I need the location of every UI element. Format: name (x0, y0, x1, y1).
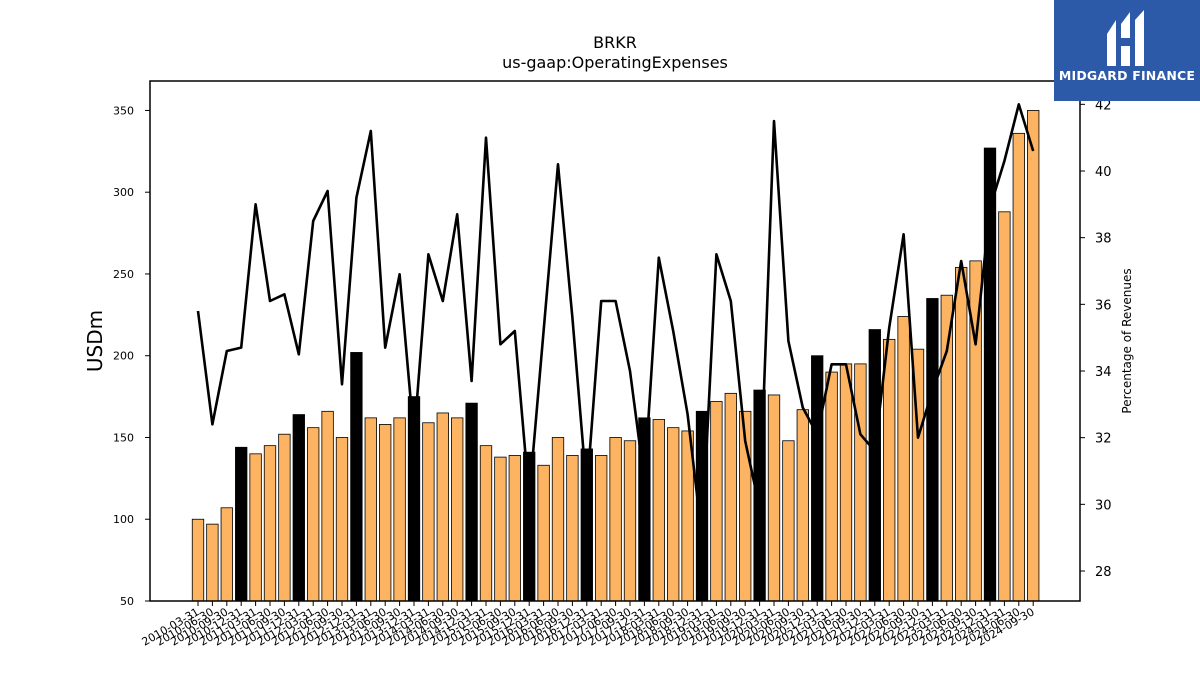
bar-2020-06-30 (782, 440, 795, 602)
bar-2024-06-30 (1012, 132, 1025, 602)
bar-2013-03-31 (364, 417, 377, 602)
y-axis-label-right: Percentage of Revenues (1120, 268, 1134, 413)
bar-2011-12-31 (292, 414, 305, 602)
plot-frame (149, 80, 1081, 602)
chart-subtitle: us-gaap:OperatingExpenses (502, 53, 728, 72)
midgard-logo-icon (1107, 10, 1144, 66)
bar-2013-06-30 (379, 423, 392, 602)
bar-2018-06-30 (667, 427, 680, 602)
y-tick-label-right: 40 (1095, 165, 1112, 180)
bar-2014-06-30 (436, 412, 449, 602)
y-tick-label-right: 30 (1095, 498, 1112, 513)
y-tick-label-right: 36 (1095, 298, 1112, 313)
bar-2016-09-30 (566, 455, 579, 602)
line-percentage-of-revenues (196, 103, 1035, 539)
bar-2018-03-31 (652, 419, 665, 602)
bar-series (191, 110, 1040, 602)
bar-2021-12-31 (868, 329, 881, 602)
bar-2021-03-31 (825, 371, 838, 602)
bar-2021-09-30 (854, 363, 867, 602)
bar-2017-09-30 (623, 440, 637, 602)
bar-2023-06-30 (955, 267, 968, 602)
y-axis-label-left: USDm (83, 310, 107, 372)
bar-2011-06-30 (263, 445, 277, 602)
bar-2014-03-31 (422, 422, 435, 602)
bar-2013-09-30 (393, 417, 406, 602)
bar-2010-03-31 (191, 518, 205, 602)
bar-2022-03-31 (883, 338, 896, 602)
bar-2010-06-30 (206, 523, 219, 602)
y-tick-label-left: 200 (113, 350, 134, 363)
bar-2017-06-30 (609, 437, 622, 602)
bar-2020-03-31 (767, 394, 781, 602)
bar-2024-03-31 (998, 211, 1011, 602)
bar-2014-09-30 (451, 417, 464, 602)
brand-logo: MIDGARD FINANCE (1054, 0, 1200, 101)
bar-2023-03-31 (940, 294, 953, 602)
y-tick-label-left: 350 (113, 104, 134, 117)
bar-2016-06-30 (551, 437, 565, 602)
bar-2016-12-31 (580, 448, 593, 602)
y-tick-label-right: 42 (1095, 98, 1112, 113)
chart-title: BRKR (593, 33, 637, 52)
y-tick-label-right: 28 (1095, 565, 1112, 580)
bar-2012-09-30 (335, 437, 349, 602)
bar-2017-03-31 (595, 455, 608, 602)
bar-2019-06-30 (724, 392, 737, 602)
y-tick-label-left: 250 (113, 268, 134, 281)
bar-2021-06-30 (839, 363, 853, 602)
bar-2022-06-30 (897, 316, 910, 602)
bar-2015-06-30 (494, 456, 507, 602)
y-tick-label-right: 34 (1095, 365, 1112, 380)
bar-2011-03-31 (249, 453, 262, 602)
bar-2019-03-31 (710, 401, 723, 602)
bar-2016-03-31 (537, 464, 550, 602)
bar-2015-09-30 (508, 455, 521, 602)
bar-2014-12-31 (465, 402, 478, 602)
bar-2015-12-31 (523, 451, 536, 602)
bar-2011-09-30 (278, 433, 291, 602)
line-series (196, 103, 1035, 539)
bar-2012-06-30 (321, 410, 334, 602)
y-tick-label-right: 38 (1095, 232, 1112, 247)
bar-2010-09-30 (220, 507, 233, 602)
bar-2022-12-31 (926, 298, 939, 602)
y-axis-right: 28 30 32 34 36 38 40 42 (1080, 98, 1112, 580)
bar-2020-12-31 (811, 355, 824, 602)
x-axis: 2010-03-312010-06-302010-09-302010-12-31… (140, 601, 1037, 649)
y-tick-label-right: 32 (1095, 432, 1112, 447)
y-tick-label-left: 50 (120, 595, 134, 608)
bar-2015-03-31 (479, 445, 493, 602)
bar-2020-09-30 (796, 409, 809, 602)
logo-text: MIDGARD FINANCE (1058, 68, 1196, 83)
bar-2010-12-31 (235, 446, 248, 602)
y-tick-label-left: 150 (113, 431, 134, 444)
y-axis-left: 50 100 150 200 250 300 350 (113, 104, 150, 608)
bar-2012-12-31 (350, 352, 363, 602)
bar-2012-03-31 (307, 427, 320, 602)
y-tick-label-left: 100 (113, 513, 134, 526)
y-tick-label-left: 300 (113, 186, 134, 199)
bar-2024-09-30 (1027, 110, 1040, 602)
